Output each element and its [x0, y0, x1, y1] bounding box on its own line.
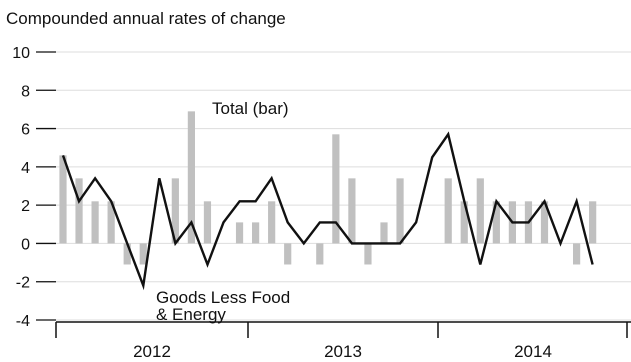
y-tick-label: 6	[21, 122, 30, 139]
bar	[75, 178, 83, 244]
y-tick-label: 10	[12, 45, 30, 62]
bar-series	[59, 111, 597, 265]
bar	[252, 222, 260, 244]
y-tick-label: 2	[21, 198, 30, 215]
goods-line	[61, 131, 594, 291]
bar	[235, 222, 244, 244]
bar	[332, 134, 340, 244]
bar	[492, 201, 500, 244]
bar	[284, 243, 292, 265]
bar	[540, 201, 549, 244]
bar	[187, 111, 195, 244]
bar	[573, 243, 581, 265]
bar	[139, 243, 147, 265]
x-axis: 2012 2013 2014	[55, 321, 631, 361]
bar	[444, 178, 452, 244]
x-year-label: 2012	[133, 342, 171, 361]
bar	[203, 201, 212, 244]
y-tick-label: -2	[16, 275, 30, 292]
bar	[380, 222, 388, 244]
bar	[364, 243, 372, 265]
bar	[460, 201, 468, 244]
bar	[123, 243, 131, 265]
bar	[589, 201, 597, 244]
bar	[348, 178, 356, 244]
y-tick-label: -4	[16, 313, 30, 330]
series-label-goods-line-1: Goods Less Food	[156, 288, 290, 307]
y-tick-label: 0	[21, 236, 30, 253]
bar	[396, 178, 404, 244]
chart-title: Compounded annual rates of change	[6, 9, 286, 28]
y-axis-labels: 10 8 6 4 2 0 -2 -4	[12, 45, 30, 330]
bar	[476, 178, 484, 244]
x-year-label: 2014	[514, 342, 552, 361]
bar	[107, 201, 115, 244]
line-series	[61, 131, 594, 291]
series-label-goods-line-2: & Energy	[156, 305, 226, 324]
y-tick-label: 4	[21, 160, 30, 177]
bar	[91, 201, 99, 244]
series-label-total: Total (bar)	[212, 99, 289, 118]
y-tick-label: 8	[21, 83, 30, 100]
x-year-label: 2013	[324, 342, 362, 361]
bar	[316, 243, 324, 265]
bar	[59, 155, 67, 244]
bar	[171, 178, 179, 244]
bar	[268, 201, 276, 244]
